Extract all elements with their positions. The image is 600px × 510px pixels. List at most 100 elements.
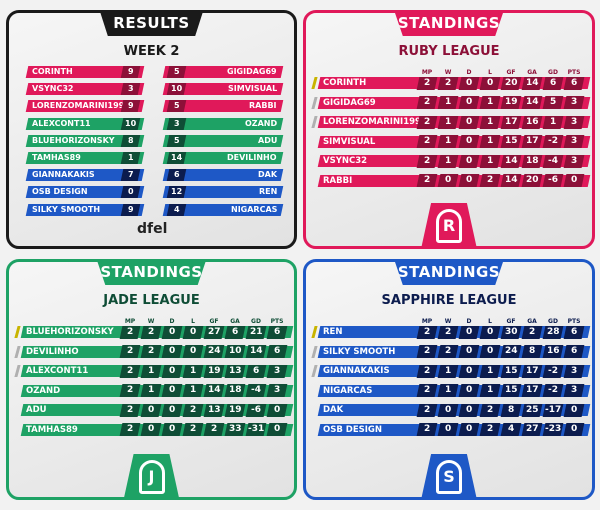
stat-pts: 0	[563, 403, 585, 417]
stat-value: 2	[423, 155, 431, 166]
stat-d: 0	[161, 345, 183, 358]
stat-ga: 14	[521, 76, 543, 90]
stat-gd: -2	[542, 364, 564, 378]
dfel-logo: dfel	[137, 221, 168, 237]
stat-value: 0	[465, 97, 473, 107]
stat-gf: 15	[500, 384, 522, 397]
stat-value: 19	[207, 365, 221, 376]
stat-value: 0	[465, 116, 473, 127]
stat-d: 0	[458, 135, 480, 148]
stat-value: 2	[528, 326, 536, 337]
away-score: 5	[166, 66, 187, 78]
stat-pts: 3	[563, 154, 585, 168]
team-name: OSB DESIGN	[323, 424, 383, 435]
stat-w: 1	[140, 364, 162, 378]
stat-value: 0	[465, 326, 473, 337]
column-header-mp: MP	[124, 318, 136, 325]
team-name: OZAND	[26, 385, 61, 396]
stat-value: 0	[465, 136, 473, 146]
stat-pts: 6	[563, 345, 585, 358]
stat-value: 15	[504, 365, 518, 376]
column-header-ga: GA	[527, 318, 537, 325]
stat-value: 8	[507, 404, 515, 415]
stat-value: 24	[504, 346, 518, 356]
stat-mp: 2	[119, 325, 141, 339]
stat-value: 0	[465, 404, 473, 415]
column-header-gf: GF	[209, 318, 219, 325]
away-score-value: 5	[173, 135, 180, 145]
stat-mp: 2	[119, 384, 141, 397]
stat-value: 1	[486, 385, 494, 395]
stat-value: 15	[504, 136, 518, 146]
stat-value: -23	[544, 424, 562, 434]
stat-l: 0	[182, 345, 204, 358]
stat-d: 0	[458, 345, 480, 358]
stat-value: 28	[546, 326, 560, 337]
stat-value: 6	[252, 365, 260, 376]
stat-l: 1	[479, 96, 501, 109]
stat-w: 1	[437, 115, 459, 129]
stat-value: 14	[525, 97, 539, 107]
stat-gd: 5	[542, 96, 564, 109]
stat-l: 0	[479, 76, 501, 90]
stat-gd: -4	[542, 154, 564, 168]
stat-ga: 18	[224, 384, 246, 397]
team-name: GIANNAKAKIS	[323, 366, 390, 376]
stat-gd: 21	[245, 325, 267, 339]
stat-mp: 2	[416, 115, 438, 129]
column-header-w: W	[444, 318, 452, 325]
home-score-value: 9	[127, 67, 134, 76]
stat-mp: 2	[416, 135, 438, 148]
stat-l: 2	[182, 403, 204, 417]
home-team-bar: OSB DESIGN 0	[25, 186, 145, 199]
stat-value: 0	[273, 424, 281, 434]
stat-pts: 0	[563, 423, 585, 436]
stat-gd: 14	[245, 345, 267, 358]
stat-ga: 14	[521, 96, 543, 109]
team-name: DEVILINHO	[26, 346, 79, 357]
stat-l: 0	[182, 325, 204, 339]
stat-d: 0	[458, 403, 480, 417]
team-name: ALEXCONT11	[26, 366, 89, 376]
stat-d: 0	[458, 423, 480, 436]
away-score: 3	[166, 117, 187, 130]
stat-gd: 1	[542, 115, 564, 129]
column-header-pts: PTS	[567, 318, 581, 325]
stat-value: 3	[273, 365, 281, 376]
stat-w: 0	[437, 423, 459, 436]
stat-d: 0	[458, 174, 480, 187]
stat-l: 0	[479, 345, 501, 358]
stat-value: 0	[168, 424, 176, 434]
stat-value: 14	[207, 385, 221, 395]
away-team-name: ADU	[257, 135, 277, 145]
stat-value: 2	[423, 404, 431, 415]
sapphire-standings-title: STANDINGS	[394, 259, 504, 285]
column-header-ga: GA	[527, 69, 537, 76]
column-header-mp: MP	[421, 69, 433, 76]
home-team-name: CORINTH	[32, 67, 73, 76]
column-header-d: D	[169, 318, 175, 325]
stat-value: 1	[444, 365, 452, 376]
stat-gf: 20	[500, 76, 522, 90]
stat-d: 0	[458, 76, 480, 90]
away-team-name: GIGIDAG69	[227, 67, 277, 76]
stat-gf: 24	[500, 345, 522, 358]
stat-value: 20	[525, 175, 539, 185]
stat-value: 0	[486, 77, 494, 88]
stat-l: 1	[182, 384, 204, 397]
stat-value: 2	[210, 424, 218, 434]
column-header-gf: GF	[506, 69, 516, 76]
stat-value: 13	[228, 365, 242, 376]
stat-value: 0	[444, 424, 452, 434]
stat-value: 1	[147, 385, 155, 395]
home-team-bar: SILKY SMOOTH 9	[25, 203, 145, 216]
home-score: 1	[120, 152, 141, 164]
jade-logo-letter: J	[138, 460, 165, 494]
stat-mp: 2	[119, 423, 141, 436]
stat-value: 2	[423, 385, 431, 395]
stat-gd: 28	[542, 325, 564, 339]
stat-value: 2	[444, 77, 452, 88]
stat-value: 0	[147, 404, 155, 415]
stat-l: 1	[479, 135, 501, 148]
column-header-l: L	[488, 69, 492, 76]
